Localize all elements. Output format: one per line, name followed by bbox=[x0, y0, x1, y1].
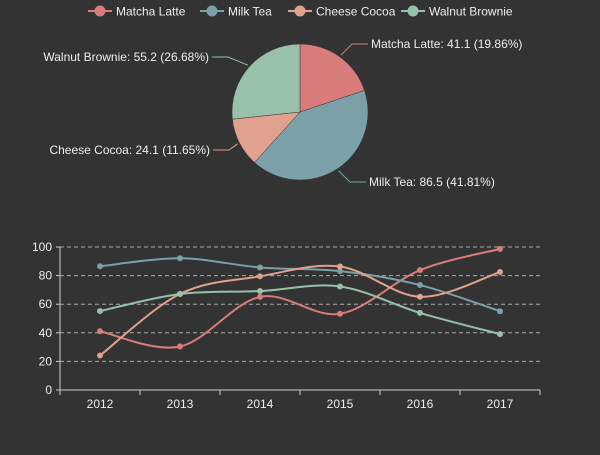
line-chart: 0 20 40 60 80 100 2012 2013 2014 2015 2016 2017 bbox=[32, 240, 541, 411]
series-line-matcha-latte[interactable] bbox=[99, 247, 501, 349]
legend-item-cheese-cocoa[interactable]: Cheese Cocoa bbox=[288, 5, 396, 19]
y-tick-label: 60 bbox=[39, 297, 53, 311]
pie-label-milk-tea: Milk Tea: 86.5 (41.81%) bbox=[369, 175, 495, 189]
series-milk-tea bbox=[97, 255, 503, 315]
legend-marker-cheese-cocoa bbox=[294, 5, 306, 17]
legend-label-matcha-latte: Matcha Latte bbox=[116, 5, 186, 19]
pie-label-matcha-latte: Matcha Latte: 41.1 (19.86%) bbox=[371, 37, 522, 51]
data-point-walnut-brownie-2013[interactable] bbox=[177, 291, 183, 298]
pie-chart: Matcha Latte: 41.1 (19.86%) Milk Tea: 86.… bbox=[43, 37, 522, 189]
data-point-matcha-latte-2017[interactable] bbox=[497, 245, 503, 252]
data-point-matcha-latte-2016[interactable] bbox=[417, 267, 423, 274]
legend-item-milk-tea[interactable]: Milk Tea bbox=[200, 5, 272, 19]
legend-label-cheese-cocoa: Cheese Cocoa bbox=[316, 5, 396, 19]
series-line-cheese-cocoa[interactable] bbox=[99, 264, 501, 357]
pie-label-line-milk-tea bbox=[338, 170, 366, 183]
y-tick-label: 80 bbox=[39, 269, 53, 283]
data-point-milk-tea-2016[interactable] bbox=[417, 282, 423, 289]
pie-slice-milk-tea[interactable] bbox=[254, 90, 369, 181]
series-walnut-brownie bbox=[97, 283, 503, 338]
data-point-cheese-cocoa-2015[interactable] bbox=[337, 263, 343, 270]
data-point-walnut-brownie-2017[interactable] bbox=[497, 331, 503, 338]
pie-label-line-cheese-cocoa bbox=[213, 143, 238, 151]
pie-slice-walnut-brownie[interactable] bbox=[231, 43, 301, 120]
data-point-milk-tea-2014[interactable] bbox=[257, 264, 263, 271]
pie-label-line-matcha-latte bbox=[340, 43, 368, 56]
y-tick-label: 20 bbox=[39, 354, 53, 368]
legend-item-walnut-brownie[interactable]: Walnut Brownie bbox=[401, 5, 513, 19]
series-matcha-latte bbox=[97, 245, 503, 350]
pie-slice-matcha-latte[interactable] bbox=[299, 43, 365, 113]
data-point-walnut-brownie-2014[interactable] bbox=[257, 288, 263, 295]
legend-marker-milk-tea bbox=[206, 5, 218, 17]
data-point-walnut-brownie-2012[interactable] bbox=[97, 308, 103, 315]
series-line-milk-tea[interactable] bbox=[99, 257, 501, 313]
data-point-matcha-latte-2013[interactable] bbox=[177, 343, 183, 350]
legend: Matcha Latte Milk Tea Cheese Cocoa Walnut B… bbox=[88, 5, 513, 19]
x-tick-label: 2015 bbox=[327, 397, 354, 411]
series-cheese-cocoa bbox=[97, 263, 503, 359]
series-line-walnut-brownie[interactable] bbox=[99, 284, 501, 336]
x-tick-label: 2014 bbox=[247, 397, 274, 411]
y-tick-label: 40 bbox=[39, 326, 53, 340]
pie-label-walnut-brownie: Walnut Brownie: 55.2 (26.68%) bbox=[43, 50, 209, 64]
data-point-matcha-latte-2014[interactable] bbox=[257, 293, 263, 300]
data-point-milk-tea-2017[interactable] bbox=[497, 308, 503, 315]
legend-marker-matcha-latte bbox=[94, 5, 106, 17]
x-tick-label: 2012 bbox=[87, 397, 114, 411]
pie-label-line-walnut-brownie bbox=[212, 56, 249, 66]
legend-item-matcha-latte[interactable]: Matcha Latte bbox=[88, 5, 186, 19]
data-point-matcha-latte-2015[interactable] bbox=[337, 310, 343, 317]
y-tick-label: 100 bbox=[32, 240, 52, 254]
y-tick-label: 0 bbox=[45, 383, 52, 397]
x-tick-label: 2013 bbox=[167, 397, 194, 411]
data-point-walnut-brownie-2015[interactable] bbox=[337, 283, 343, 290]
data-point-cheese-cocoa-2016[interactable] bbox=[417, 293, 423, 300]
data-point-walnut-brownie-2016[interactable] bbox=[417, 309, 423, 316]
pie-label-cheese-cocoa: Cheese Cocoa: 24.1 (11.65%) bbox=[49, 143, 210, 157]
data-point-cheese-cocoa-2017[interactable] bbox=[497, 269, 503, 276]
data-point-cheese-cocoa-2014[interactable] bbox=[257, 273, 263, 280]
legend-label-walnut-brownie: Walnut Brownie bbox=[429, 5, 513, 19]
data-point-matcha-latte-2012[interactable] bbox=[97, 328, 103, 335]
legend-label-milk-tea: Milk Tea bbox=[228, 5, 272, 19]
x-tick-label: 2016 bbox=[407, 397, 434, 411]
legend-marker-walnut-brownie bbox=[407, 5, 419, 17]
data-point-cheese-cocoa-2012[interactable] bbox=[97, 352, 103, 359]
x-tick-label: 2017 bbox=[487, 397, 514, 411]
data-point-milk-tea-2012[interactable] bbox=[97, 263, 103, 270]
data-point-milk-tea-2013[interactable] bbox=[177, 255, 183, 262]
